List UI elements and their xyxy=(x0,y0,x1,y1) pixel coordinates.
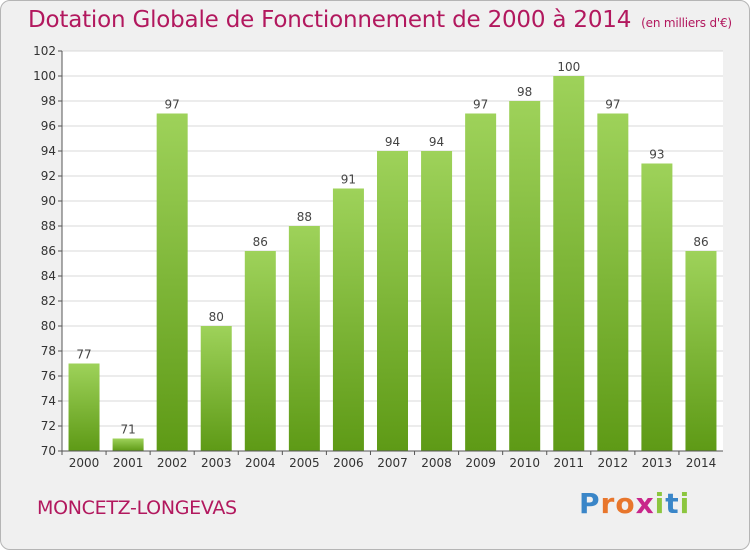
commune-name: MONCETZ-LONGEVAS xyxy=(37,497,237,519)
y-tick-label: 84 xyxy=(41,269,56,283)
y-tick-label: 78 xyxy=(41,344,56,358)
bar-value-label: 71 xyxy=(120,423,135,437)
x-tick-label: 2000 xyxy=(69,456,100,470)
y-tick-label: 70 xyxy=(41,444,56,458)
bar-value-label: 97 xyxy=(605,98,620,112)
logo-letter: P xyxy=(579,487,601,520)
y-tick-label: 86 xyxy=(41,244,56,258)
bars xyxy=(68,76,717,451)
logo-letter: x xyxy=(635,487,655,520)
bar-value-label: 88 xyxy=(297,210,312,224)
bar-value-label: 98 xyxy=(517,85,532,99)
bar-value-label: 80 xyxy=(209,310,224,324)
bar-value-label: 94 xyxy=(385,135,400,149)
bar-value-label: 97 xyxy=(473,98,488,112)
bar xyxy=(200,326,232,451)
y-tick-label: 92 xyxy=(41,169,56,183)
y-tick-label: 82 xyxy=(41,294,56,308)
x-tick-label: 2011 xyxy=(553,456,584,470)
logo-letter: r xyxy=(600,487,616,520)
chart-title-text: Dotation Globale de Fonctionnement de 20… xyxy=(28,7,632,33)
bar xyxy=(553,76,585,451)
x-tick-label: 2010 xyxy=(509,456,540,470)
y-tick-label: 96 xyxy=(41,119,56,133)
data-labels: 77 71 97 80 86 88 91 94 94 97 98 100 97 93 86 xyxy=(76,60,708,437)
bar xyxy=(244,251,276,451)
x-tick-label: 2007 xyxy=(377,456,408,470)
bar xyxy=(597,113,629,451)
logo-letter: o xyxy=(615,487,636,520)
y-axis-ticks: 70 72 74 76 78 80 82 84 86 88 90 92 94 96 98 100 102 xyxy=(33,44,62,458)
bar-value-label: 86 xyxy=(253,235,268,249)
bar xyxy=(465,113,497,451)
y-tick-label: 100 xyxy=(33,69,56,83)
x-tick-label: 2002 xyxy=(157,456,188,470)
x-tick-label: 2008 xyxy=(421,456,452,470)
bar xyxy=(377,151,408,451)
bar xyxy=(156,113,188,451)
proxiti-logo: Proxiti xyxy=(579,487,690,520)
y-tick-label: 80 xyxy=(41,319,56,333)
y-tick-label: 90 xyxy=(41,194,56,208)
y-tick-label: 76 xyxy=(41,369,56,383)
bar-value-label: 77 xyxy=(76,348,91,362)
bar xyxy=(112,438,144,451)
x-tick-label: 2006 xyxy=(333,456,364,470)
bar-value-label: 91 xyxy=(341,173,356,187)
y-tick-label: 102 xyxy=(33,44,56,58)
bar xyxy=(288,226,320,451)
logo-letter: i xyxy=(654,487,666,520)
bar xyxy=(685,251,717,451)
logo-letter: t xyxy=(665,487,680,520)
x-tick-label: 2001 xyxy=(113,456,144,470)
bar-value-label: 100 xyxy=(557,60,580,74)
x-tick-label: 2013 xyxy=(642,456,673,470)
y-tick-label: 98 xyxy=(41,94,56,108)
x-tick-label: 2005 xyxy=(289,456,320,470)
y-tick-label: 94 xyxy=(41,144,56,158)
bar xyxy=(68,363,100,451)
bar-value-label: 97 xyxy=(165,98,180,112)
bar xyxy=(332,188,364,451)
bar-value-label: 94 xyxy=(429,135,444,149)
x-tick-label: 2004 xyxy=(245,456,276,470)
bar xyxy=(509,101,541,451)
x-axis-ticks: 2000 2001 2002 2003 2004 2005 2006 2007 2008 2009… xyxy=(61,451,717,470)
x-tick-label: 2012 xyxy=(598,456,629,470)
chart-title-unit: (en milliers d'€) xyxy=(641,16,732,30)
y-tick-label: 72 xyxy=(41,419,56,433)
logo-letter: i xyxy=(679,487,691,520)
x-tick-label: 2003 xyxy=(201,456,232,470)
chart-title: Dotation Globale de Fonctionnement de 20… xyxy=(28,7,732,33)
y-tick-label: 88 xyxy=(41,219,56,233)
x-tick-label: 2009 xyxy=(465,456,496,470)
y-tick-label: 74 xyxy=(41,394,56,408)
bar xyxy=(641,163,673,451)
bar-value-label: 86 xyxy=(693,235,708,249)
bar-value-label: 93 xyxy=(649,148,664,162)
x-tick-label: 2014 xyxy=(686,456,717,470)
bar xyxy=(421,151,453,451)
